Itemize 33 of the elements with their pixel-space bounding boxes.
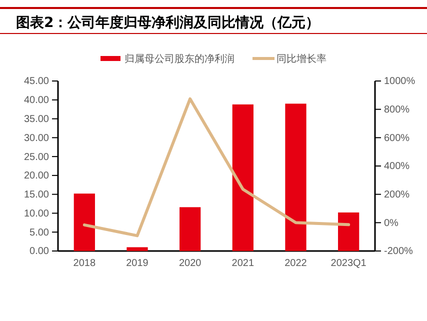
bar bbox=[126, 247, 148, 251]
y-tick-label: 40.00 bbox=[24, 95, 50, 106]
x-tick-label: 2022 bbox=[284, 258, 308, 270]
y-tick-label: 45.00 bbox=[24, 76, 50, 88]
y-tick-label: 5.00 bbox=[30, 227, 50, 238]
y-tick-label: 30.00 bbox=[24, 132, 50, 144]
legend-label: 归属母公司股东的净利润 bbox=[124, 53, 234, 65]
y2-tick-label: 600% bbox=[384, 132, 410, 144]
chart-title: 图表2：公司年度归母净利润及同比情况（亿元） bbox=[16, 14, 320, 31]
line-series bbox=[82, 97, 350, 238]
y2-tick-label: -200% bbox=[384, 246, 414, 258]
y2-tick-label: 800% bbox=[384, 104, 410, 116]
y-tick-label: 15.00 bbox=[24, 190, 50, 201]
y-tick-label: 25.00 bbox=[24, 152, 50, 163]
x-tick-label: 2019 bbox=[126, 258, 149, 270]
bar bbox=[74, 194, 95, 251]
y2-tick-label: 200% bbox=[384, 190, 410, 201]
bar bbox=[180, 207, 201, 251]
y2-tick-label: 1000% bbox=[384, 76, 416, 88]
legend-label: 同比增长率 bbox=[276, 53, 326, 65]
x-tick-label: 2020 bbox=[178, 258, 202, 270]
x-tick-label: 2023Q1 bbox=[330, 258, 367, 270]
y-tick-label: 10.00 bbox=[24, 208, 50, 220]
y2-tick-label: 0% bbox=[384, 218, 399, 229]
x-tick-label: 2021 bbox=[232, 258, 254, 270]
y-tick-label: 0.00 bbox=[30, 246, 50, 258]
y2-tick-label: 400% bbox=[384, 161, 410, 172]
y-tick-label: 20.00 bbox=[24, 170, 50, 182]
x-tick-label: 2018 bbox=[73, 258, 96, 270]
bar bbox=[285, 104, 306, 251]
bar bbox=[338, 212, 360, 251]
y-tick-label: 35.00 bbox=[24, 114, 50, 125]
bar bbox=[232, 104, 254, 251]
